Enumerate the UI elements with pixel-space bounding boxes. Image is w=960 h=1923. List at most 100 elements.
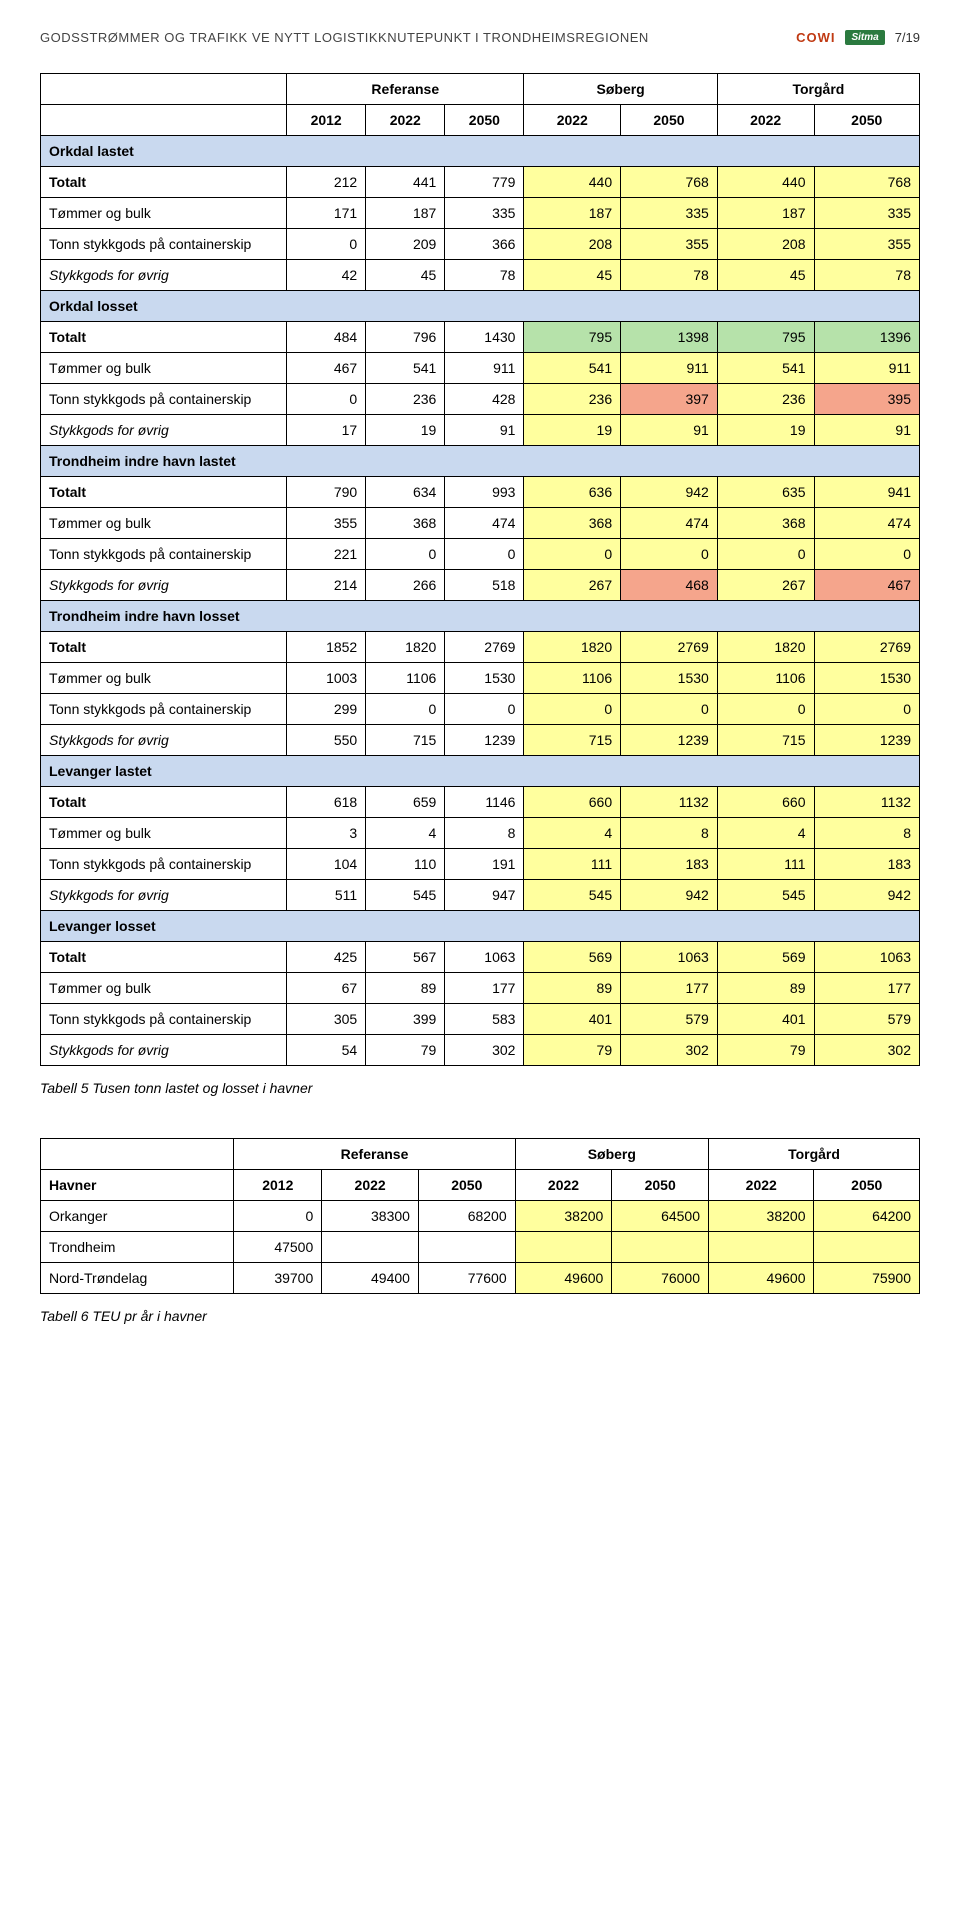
cell: 91 — [445, 415, 524, 446]
cell: 89 — [366, 973, 445, 1004]
cell: 1398 — [621, 322, 718, 353]
cell: 49600 — [515, 1263, 612, 1294]
cell: 0 — [445, 539, 524, 570]
cell: 942 — [621, 880, 718, 911]
cell: 366 — [445, 229, 524, 260]
row-label: Tonn stykkgods på containerskip — [41, 694, 287, 725]
cell: 335 — [814, 198, 920, 229]
cell — [709, 1232, 814, 1263]
cell: 636 — [524, 477, 621, 508]
row-label: Tonn stykkgods på containerskip — [41, 229, 287, 260]
cell: 183 — [814, 849, 920, 880]
cell: 78 — [445, 260, 524, 291]
row-label: Tømmer og bulk — [41, 508, 287, 539]
cell: 17 — [287, 415, 366, 446]
cell: 3 — [287, 818, 366, 849]
section-header: Orkdal lastet — [41, 136, 920, 167]
cell: 942 — [621, 477, 718, 508]
cell: 1852 — [287, 632, 366, 663]
cell: 75900 — [814, 1263, 920, 1294]
cell: 355 — [621, 229, 718, 260]
cell: 302 — [814, 1035, 920, 1066]
cell: 541 — [366, 353, 445, 384]
cell: 1063 — [814, 942, 920, 973]
cell: 1239 — [621, 725, 718, 756]
cell: 0 — [366, 539, 445, 570]
cell: 368 — [524, 508, 621, 539]
cell: 911 — [621, 353, 718, 384]
cell: 440 — [524, 167, 621, 198]
cell: 511 — [287, 880, 366, 911]
row-label: Tømmer og bulk — [41, 198, 287, 229]
cell: 236 — [366, 384, 445, 415]
cell: 0 — [234, 1201, 322, 1232]
row-label: Stykkgods for øvrig — [41, 260, 287, 291]
cell: 79 — [717, 1035, 814, 1066]
cell: 302 — [445, 1035, 524, 1066]
cell: 545 — [717, 880, 814, 911]
cell: 19 — [366, 415, 445, 446]
cell: 1530 — [445, 663, 524, 694]
section-header: Trondheim indre havn lastet — [41, 446, 920, 477]
cell: 1106 — [717, 663, 814, 694]
cell: 0 — [445, 694, 524, 725]
row-label: Stykkgods for øvrig — [41, 1035, 287, 1066]
cell: 335 — [621, 198, 718, 229]
cell: 4 — [524, 818, 621, 849]
cell — [814, 1232, 920, 1263]
cell: 545 — [366, 880, 445, 911]
cell: 355 — [287, 508, 366, 539]
row-label: Totalt — [41, 942, 287, 973]
cell: 768 — [621, 167, 718, 198]
cell: 91 — [621, 415, 718, 446]
cell: 0 — [524, 539, 621, 570]
main-table: ReferanseSøbergTorgård201220222050202220… — [40, 73, 920, 1066]
cell: 545 — [524, 880, 621, 911]
cell: 187 — [366, 198, 445, 229]
cell: 68200 — [418, 1201, 515, 1232]
cell: 76000 — [612, 1263, 709, 1294]
section-header: Levanger lastet — [41, 756, 920, 787]
brand-cowi: COWI — [796, 30, 835, 45]
cell: 2769 — [445, 632, 524, 663]
cell: 78 — [814, 260, 920, 291]
row-label: Tømmer og bulk — [41, 663, 287, 694]
cell: 38200 — [709, 1201, 814, 1232]
cell: 993 — [445, 477, 524, 508]
cell: 635 — [717, 477, 814, 508]
cell: 8 — [621, 818, 718, 849]
cell — [612, 1232, 709, 1263]
cell: 1132 — [621, 787, 718, 818]
cell: 110 — [366, 849, 445, 880]
cell: 474 — [814, 508, 920, 539]
cell: 401 — [524, 1004, 621, 1035]
cell: 266 — [366, 570, 445, 601]
cell: 368 — [717, 508, 814, 539]
cell: 1063 — [445, 942, 524, 973]
cell: 177 — [814, 973, 920, 1004]
cell: 541 — [717, 353, 814, 384]
cell: 77600 — [418, 1263, 515, 1294]
row-label: Tonn stykkgods på containerskip — [41, 1004, 287, 1035]
cell: 941 — [814, 477, 920, 508]
row-label: Stykkgods for øvrig — [41, 570, 287, 601]
cell: 1396 — [814, 322, 920, 353]
cell: 335 — [445, 198, 524, 229]
cell: 49600 — [709, 1263, 814, 1294]
cell: 4 — [366, 818, 445, 849]
cell: 1239 — [814, 725, 920, 756]
cell: 467 — [814, 570, 920, 601]
cell: 8 — [814, 818, 920, 849]
cell: 911 — [445, 353, 524, 384]
cell: 467 — [287, 353, 366, 384]
cell: 0 — [621, 539, 718, 570]
row-label: Tonn stykkgods på containerskip — [41, 384, 287, 415]
cell: 45 — [524, 260, 621, 291]
row-label: Tømmer og bulk — [41, 973, 287, 1004]
page-title: GODSSTRØMMER OG TRAFIKK VE NYTT LOGISTIK… — [40, 30, 649, 45]
cell: 91 — [814, 415, 920, 446]
cell: 47500 — [234, 1232, 322, 1263]
cell: 541 — [524, 353, 621, 384]
caption-1: Tabell 5 Tusen tonn lastet og losset i h… — [40, 1080, 920, 1096]
cell: 911 — [814, 353, 920, 384]
